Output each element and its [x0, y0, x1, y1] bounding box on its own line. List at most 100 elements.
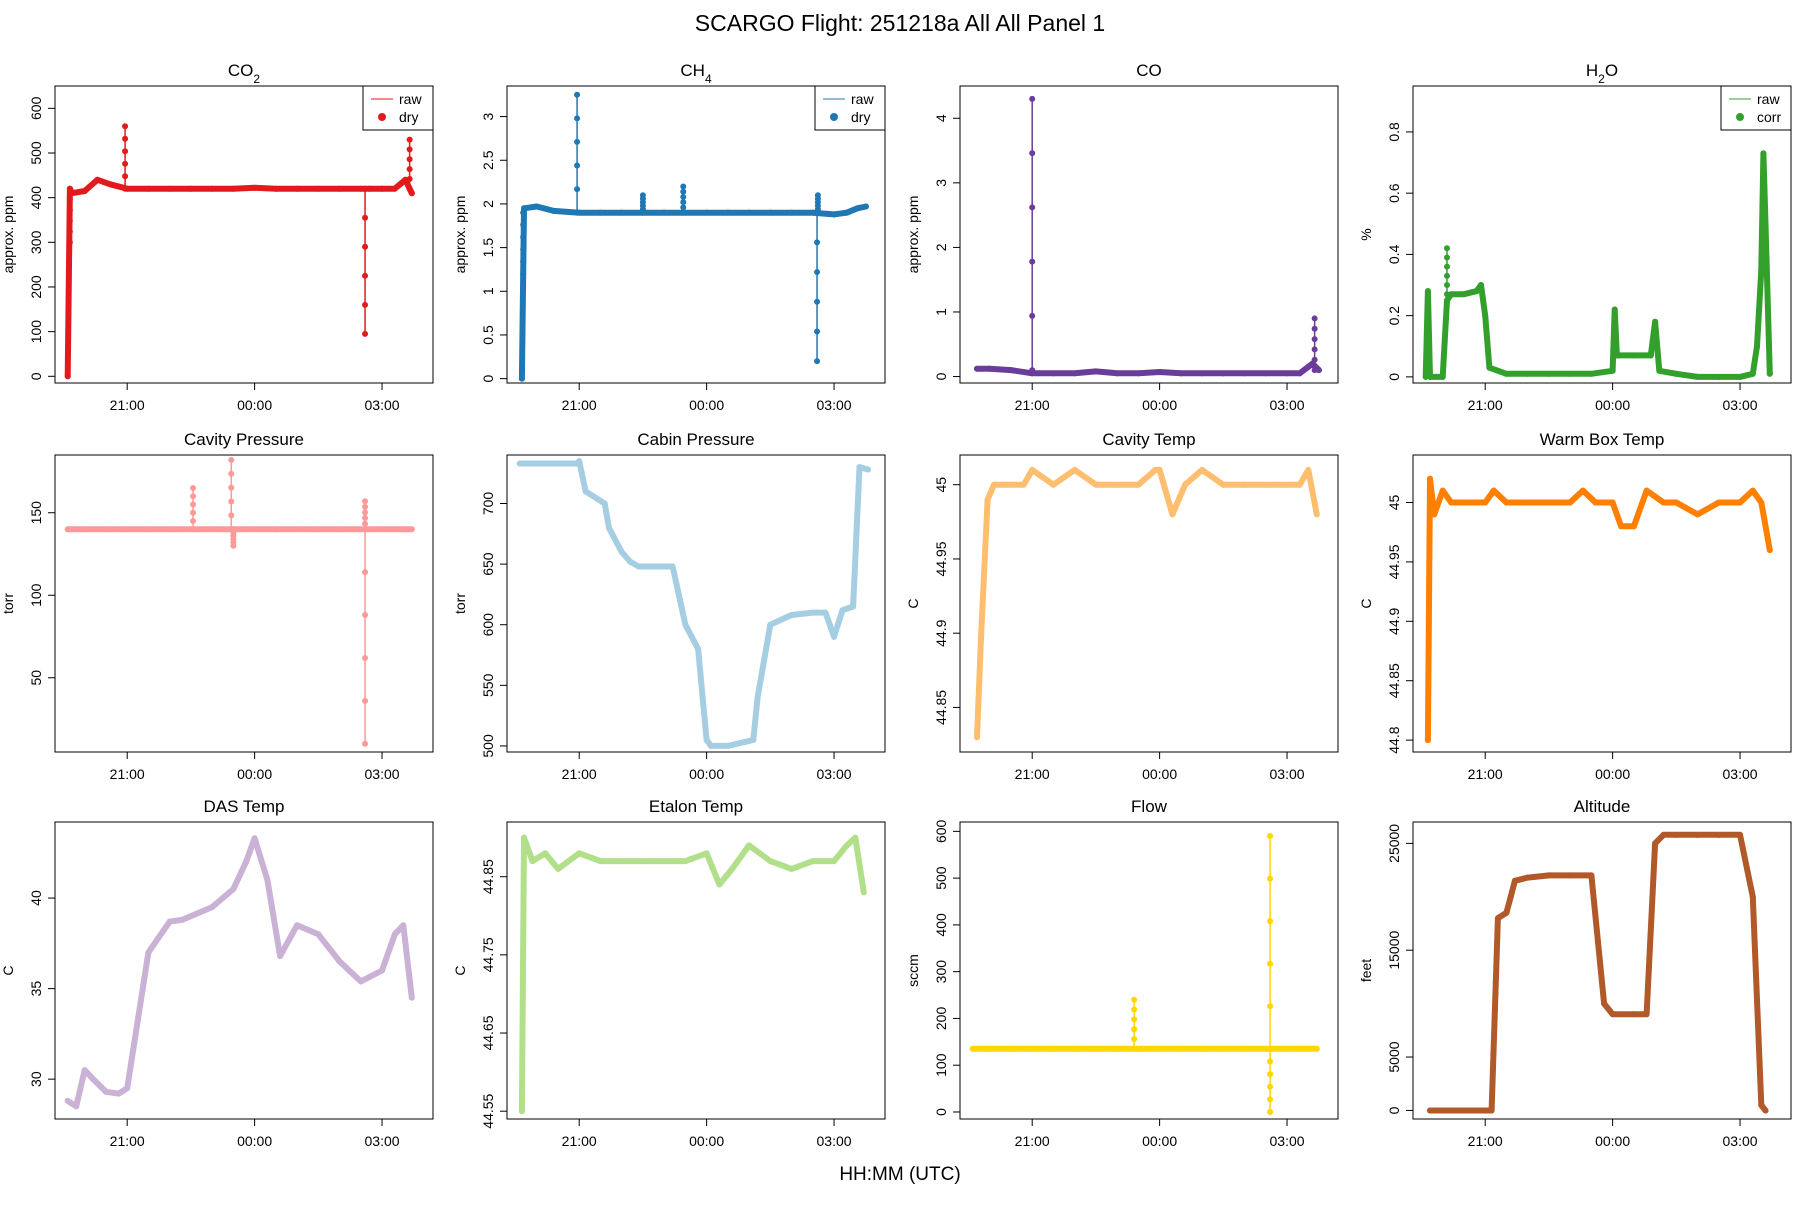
data-point: [1007, 367, 1014, 374]
data-point: [1071, 1045, 1078, 1052]
data-point: [831, 858, 838, 865]
x-tick-label: 03:00: [817, 1133, 852, 1149]
y-tick-label: 400: [28, 186, 44, 210]
y-tick-label: 44.55: [480, 1093, 496, 1128]
x-tick-label: 21:00: [1015, 1133, 1050, 1149]
x-tick-label: 03:00: [1723, 1133, 1758, 1149]
data-point: [1647, 352, 1654, 359]
panel-etalon-temp: Etalon Temp C 21:00 00:00 03:00 44.55 44.65 44.…: [452, 797, 886, 1149]
panel-title-main: CO: [228, 61, 254, 80]
data-point: [1609, 499, 1616, 506]
y-tick-label: 550: [480, 673, 496, 697]
data-point: [251, 835, 258, 842]
spike-point: [574, 91, 581, 98]
data-point: [102, 526, 109, 533]
data-point: [1503, 370, 1510, 377]
data-point: [1643, 1011, 1650, 1018]
x-tick-label: 21:00: [562, 1133, 597, 1149]
y-axis-label: approx. ppm: [905, 196, 921, 274]
x-tick-label: 21:00: [1015, 397, 1050, 413]
y-axis-label: torr: [452, 593, 468, 614]
y-axis-label: C: [905, 598, 921, 608]
x-tick-label: 03:00: [1270, 1133, 1305, 1149]
plot-frame: [1412, 85, 1792, 384]
plot-frame: [54, 821, 434, 1120]
spike-point: [228, 498, 235, 505]
x-tick-label: 00:00: [1595, 1133, 1630, 1149]
legend-raw-label: raw: [399, 91, 422, 107]
data-point: [542, 850, 549, 857]
data-point: [809, 209, 816, 216]
data-point: [1758, 1102, 1765, 1109]
x-tick-label: 00:00: [689, 397, 724, 413]
spike-point: [814, 239, 821, 246]
data-point: [1315, 367, 1322, 374]
data-point: [969, 1045, 976, 1052]
data-point: [1652, 318, 1659, 325]
y-axis-label: feet: [1358, 959, 1374, 982]
spike-point: [362, 503, 369, 510]
data-point: [724, 742, 731, 749]
data-point: [1431, 511, 1438, 518]
spike-point: [1131, 996, 1138, 1003]
data-point: [1152, 466, 1159, 473]
data-point: [831, 211, 838, 218]
data-point: [1296, 370, 1303, 377]
spike-point: [362, 498, 369, 505]
data-point: [1613, 352, 1620, 359]
plot-frame: [959, 85, 1339, 384]
panel-title: CO2: [228, 61, 261, 86]
data-point: [81, 187, 88, 194]
x-tick-label: 21:00: [1468, 397, 1503, 413]
spike-point: [1131, 1036, 1138, 1043]
y-tick-label: 0.2: [1386, 306, 1402, 326]
series-line-das-temp: [64, 835, 415, 1110]
series-line-warm-box-temp: [1424, 475, 1773, 744]
x-tick-label: 03:00: [365, 766, 400, 782]
data-point: [973, 734, 980, 741]
panel-title-main: Altitude: [1574, 797, 1631, 816]
spike-point: [190, 509, 197, 516]
x-tick-label: 21:00: [562, 766, 597, 782]
panel-cabin-pressure: Cabin Pressure torr 21:00 00:00 03:00 500 550 6…: [452, 430, 886, 782]
data-point: [1114, 370, 1121, 377]
spike-point: [362, 526, 369, 533]
data-point: [1503, 499, 1510, 506]
spike-point: [1443, 263, 1450, 270]
data-point: [1482, 1107, 1489, 1114]
panel-co: CO approx. ppm 21:00 00:00 03:00 0 1 2 3 4: [905, 61, 1339, 413]
series-line-cabin-pressure: [516, 458, 871, 749]
data-point: [809, 609, 816, 616]
spike-point: [362, 330, 369, 337]
data-point: [1448, 291, 1455, 298]
data-point: [357, 185, 364, 192]
data-point: [1488, 1107, 1495, 1114]
data-point: [1766, 370, 1773, 377]
x-tick-label: 21:00: [1468, 1133, 1503, 1149]
y-tick-label: 2.5: [480, 150, 496, 170]
panel-title-subscript: 4: [705, 72, 712, 86]
x-tick-label: 21:00: [110, 766, 145, 782]
y-axis-label: approx. ppm: [0, 196, 16, 274]
spike-point: [1267, 875, 1274, 882]
y-tick-label: 100: [28, 320, 44, 344]
panel-title-main: DAS Temp: [204, 797, 285, 816]
data-point: [166, 185, 173, 192]
spike-point: [1443, 272, 1450, 279]
panel-title: Cavity Pressure: [184, 430, 304, 449]
data-point: [1545, 499, 1552, 506]
data-point: [1507, 893, 1514, 900]
panel-title-main: CO: [1136, 61, 1162, 80]
data-point: [597, 858, 604, 865]
y-tick-label: 500: [28, 141, 44, 165]
data-point: [1643, 487, 1650, 494]
spike-point: [680, 183, 687, 190]
spike-point: [122, 148, 129, 155]
spike-point: [639, 192, 646, 199]
spike-point: [362, 214, 369, 221]
y-axis-label: sccm: [905, 954, 921, 987]
data-point: [1460, 1107, 1467, 1114]
data-point: [1588, 370, 1595, 377]
spike-point: [190, 485, 197, 491]
data-point: [357, 526, 364, 533]
